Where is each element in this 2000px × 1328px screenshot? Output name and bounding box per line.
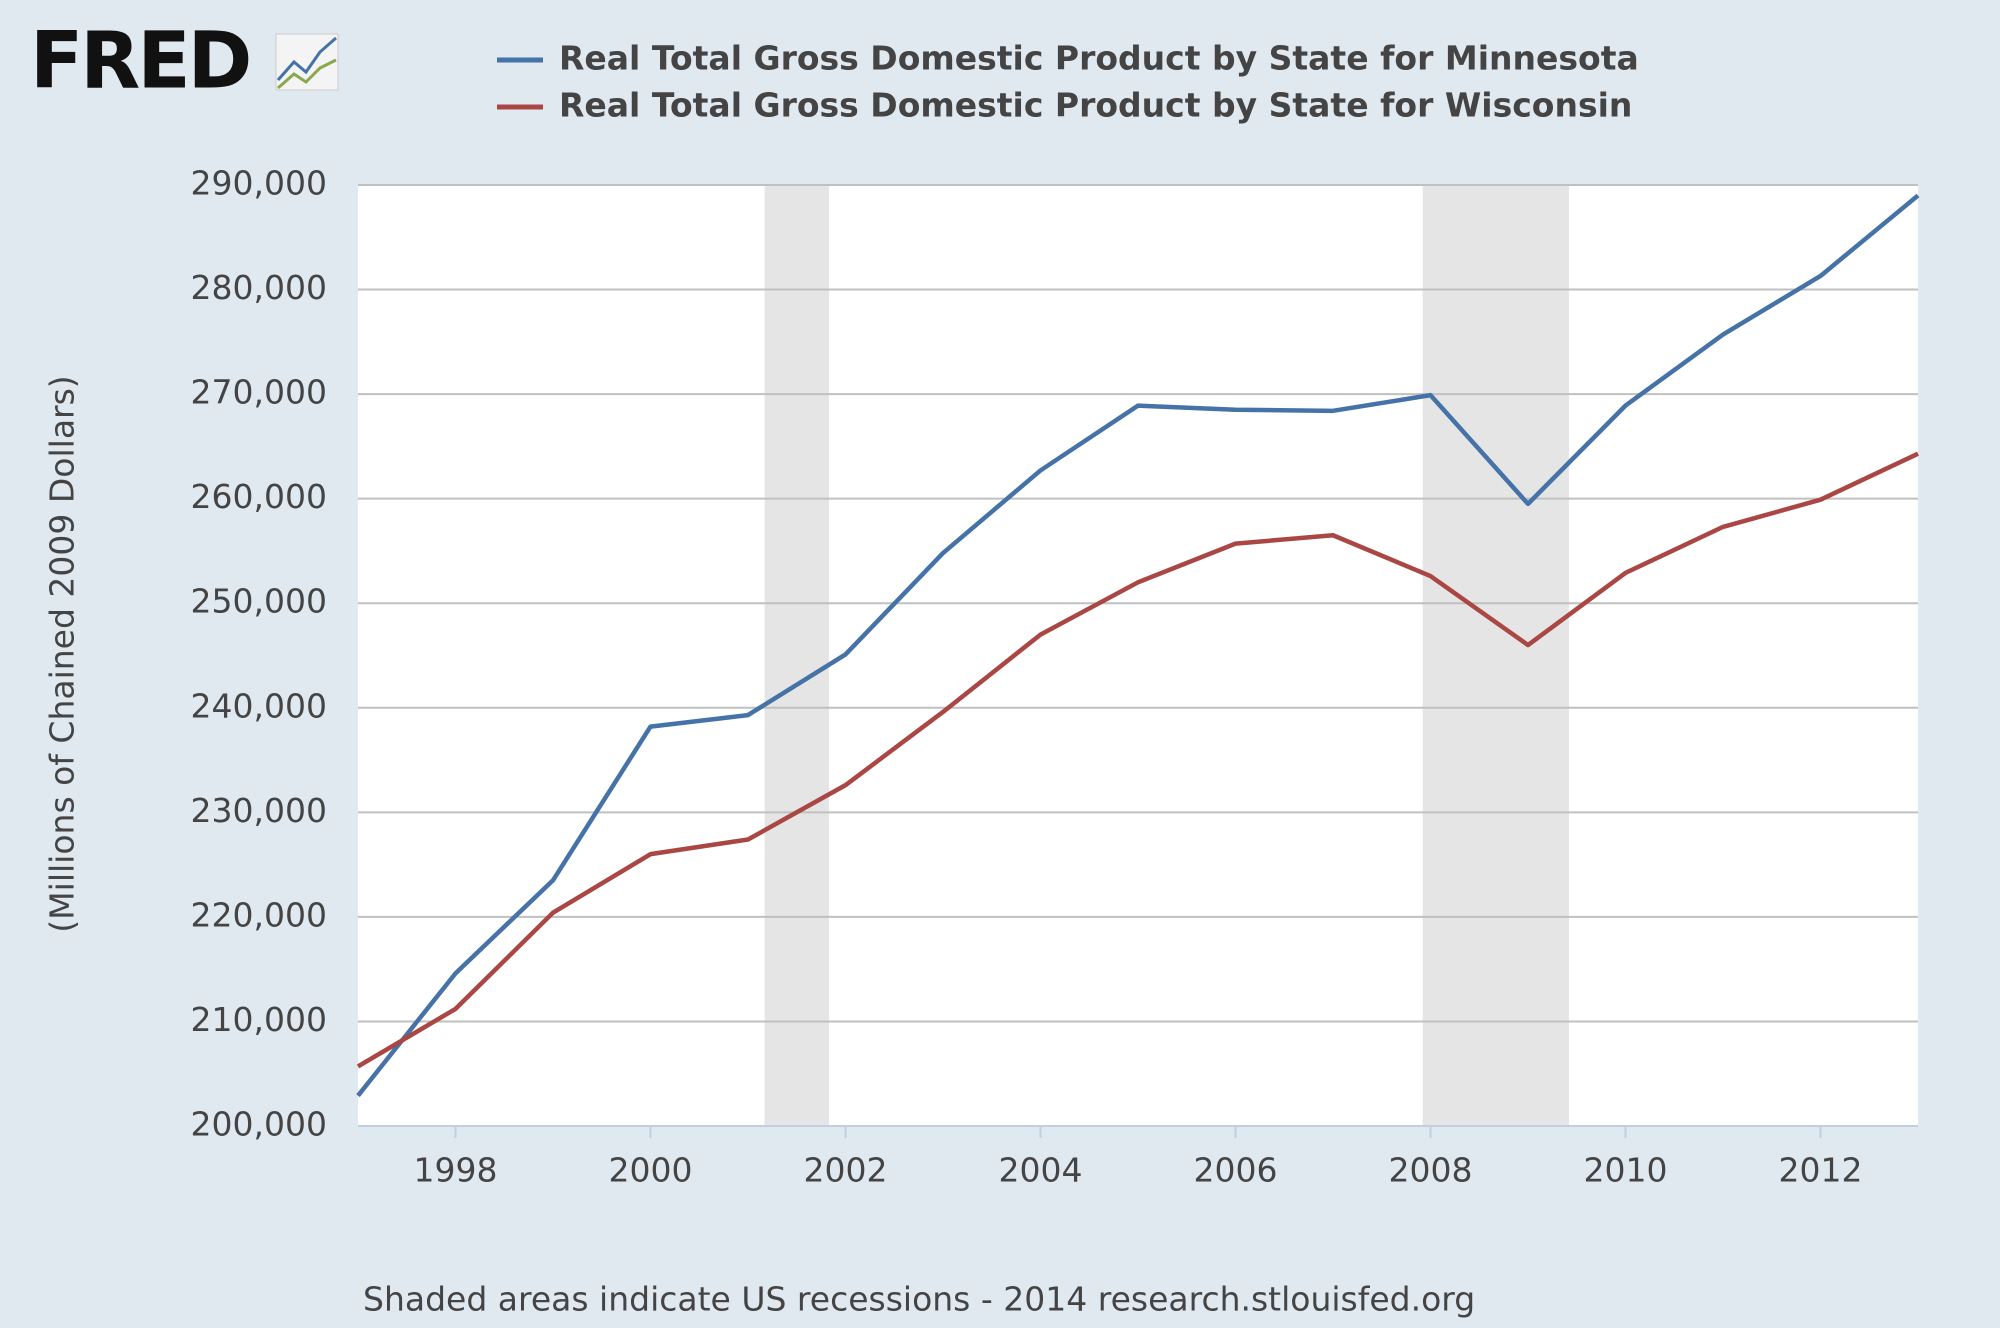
logo: FRED [30,16,249,106]
series-line [356,193,1920,1098]
y-tick-label: 200,000 [191,1105,327,1144]
legend-label: Real Total Gross Domestic Product by Sta… [559,86,1632,125]
x-tick-label: 2010 [1584,1151,1668,1190]
y-tick-label: 290,000 [191,164,327,203]
y-tick-label: 240,000 [191,686,327,725]
x-tick-label: 2006 [1194,1151,1278,1190]
x-tick-label: 2002 [804,1151,888,1190]
recession-band [764,185,829,1126]
plot-area [358,185,1918,1126]
y-tick-label: 230,000 [191,791,327,830]
y-tick-label: 220,000 [191,895,327,934]
y-tick-label: 210,000 [191,1000,327,1039]
x-tick-label: 2008 [1389,1151,1473,1190]
recession-band [1422,185,1569,1126]
y-tick-label: 250,000 [191,582,327,621]
logo-icon-line [277,58,337,90]
x-tick-label: 2012 [1779,1151,1863,1190]
series-line [356,451,1919,1069]
x-tick-label: 1998 [414,1151,498,1190]
y-tick-label: 280,000 [191,268,327,307]
y-axis-label: (Millions of Chained 2009 Dollars) [43,375,82,932]
y-tick-label: 270,000 [191,373,327,412]
logo-icon-line [276,36,337,81]
y-tick-label: 260,000 [191,477,327,516]
footnote: Shaded areas indicate US recessions - 20… [363,1280,1475,1319]
x-tick-label: 2000 [609,1151,693,1190]
legend-label: Real Total Gross Domestic Product by Sta… [559,39,1639,78]
x-tick-label: 2004 [999,1151,1083,1190]
logo-icon [275,33,339,91]
